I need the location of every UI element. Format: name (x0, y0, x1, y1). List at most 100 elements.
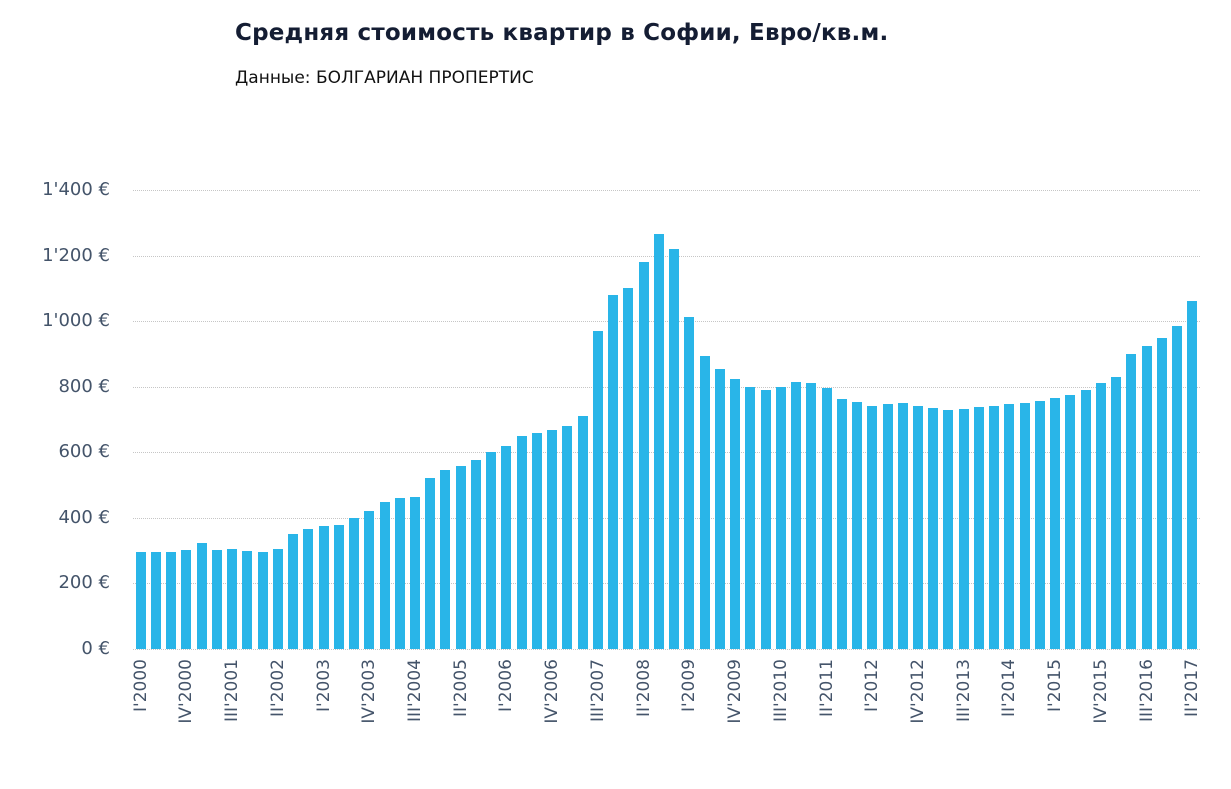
bar (714, 368, 725, 649)
gridline (133, 452, 1200, 454)
x-tick-label: III'2001 (222, 659, 243, 722)
x-tick-label: IV'2012 (908, 659, 928, 724)
bar (516, 435, 527, 649)
bar (791, 381, 802, 649)
bar (135, 551, 146, 649)
bar (425, 478, 436, 649)
bar (958, 409, 969, 649)
bar (989, 405, 1000, 649)
bar (638, 262, 649, 649)
bar (211, 550, 222, 649)
bar (547, 430, 558, 649)
x-tick-label: IV'2006 (542, 659, 563, 724)
bar (150, 551, 161, 649)
gridline (133, 583, 1200, 585)
bar (882, 404, 893, 649)
bar (181, 550, 192, 649)
bar (836, 399, 847, 649)
y-tick-label: 1'200 € (42, 244, 110, 266)
gridline (133, 386, 1200, 388)
bar (486, 452, 497, 649)
gridline (133, 517, 1200, 519)
bar (623, 288, 634, 649)
bar (440, 470, 451, 649)
bar (1111, 376, 1122, 649)
bar (775, 386, 786, 649)
bar (608, 294, 619, 649)
x-tick-label: I'2009 (679, 659, 700, 712)
x-tick-label: III'2013 (953, 659, 974, 722)
bar (364, 510, 375, 649)
bar (1095, 383, 1106, 649)
bar (1172, 326, 1183, 649)
bar (242, 550, 253, 649)
bar (1050, 398, 1061, 649)
bar (592, 330, 603, 649)
bar (760, 390, 771, 649)
gridline (133, 255, 1200, 257)
bar (821, 388, 832, 649)
y-axis: 0 € 200 € 400 € 600 € 800 € 1'000 € 1'200 € 1'4… (0, 179, 110, 659)
bar (1004, 404, 1015, 649)
x-tick-label: I'2000 (130, 659, 151, 712)
x-tick-label: I'2015 (1045, 659, 1066, 712)
bar (455, 466, 466, 649)
bar (227, 548, 238, 649)
bar (288, 534, 299, 649)
bar (806, 383, 817, 649)
bar (333, 525, 344, 649)
bar (196, 543, 207, 649)
x-axis: I'2000 IV'2000 III'2001 II'2002 I'2003 IV'200… (130, 655, 1203, 785)
x-tick-label: II'2008 (633, 659, 654, 717)
x-tick-label: I'2006 (496, 659, 517, 712)
x-tick-label: II'2011 (816, 659, 837, 717)
x-tick-label: II'2002 (267, 659, 288, 717)
bar (653, 233, 664, 649)
bar (577, 416, 588, 649)
bar (501, 445, 512, 649)
x-tick-label: III'2010 (770, 659, 791, 722)
bar (684, 317, 695, 649)
y-tick-label: 1'000 € (42, 310, 110, 332)
x-tick-label: I'2003 (313, 659, 334, 712)
bar (166, 551, 177, 649)
bar (1141, 345, 1152, 649)
bar (699, 356, 710, 649)
x-tick-label: II'2014 (999, 659, 1020, 717)
bar (928, 407, 939, 649)
x-tick-label: IV'2000 (176, 659, 197, 724)
gridline (133, 190, 1200, 191)
bar (867, 405, 878, 649)
bar (303, 529, 314, 649)
bar (318, 525, 329, 649)
y-tick-label: 0 € (81, 638, 110, 659)
bar (1126, 353, 1137, 649)
x-tick-label: III'2016 (1136, 659, 1157, 722)
y-tick-label: 800 € (58, 375, 110, 397)
x-tick-label: IV'2009 (725, 659, 746, 724)
bar (852, 402, 863, 649)
bar (257, 551, 268, 649)
bar (1065, 394, 1076, 649)
y-tick-label: 1'400 € (42, 179, 110, 200)
bar (562, 426, 573, 649)
bar (897, 403, 908, 649)
bar (1156, 337, 1167, 649)
x-tick-label: III'2004 (404, 659, 425, 722)
y-tick-label: 600 € (58, 441, 110, 463)
bar (943, 409, 954, 649)
bar (669, 249, 680, 649)
bar (272, 548, 283, 649)
bar (1019, 403, 1030, 649)
bar (349, 517, 360, 649)
bar (973, 407, 984, 649)
bar (379, 502, 390, 649)
bar (470, 459, 481, 649)
bar (1080, 390, 1091, 649)
x-tick-label: IV'2015 (1090, 659, 1111, 724)
bar (394, 498, 405, 649)
bar (531, 432, 542, 649)
chart-title: Средняя стоимость квартир в Софии, Евро/… (235, 20, 889, 46)
gridline (133, 321, 1200, 323)
bar (1187, 301, 1198, 649)
